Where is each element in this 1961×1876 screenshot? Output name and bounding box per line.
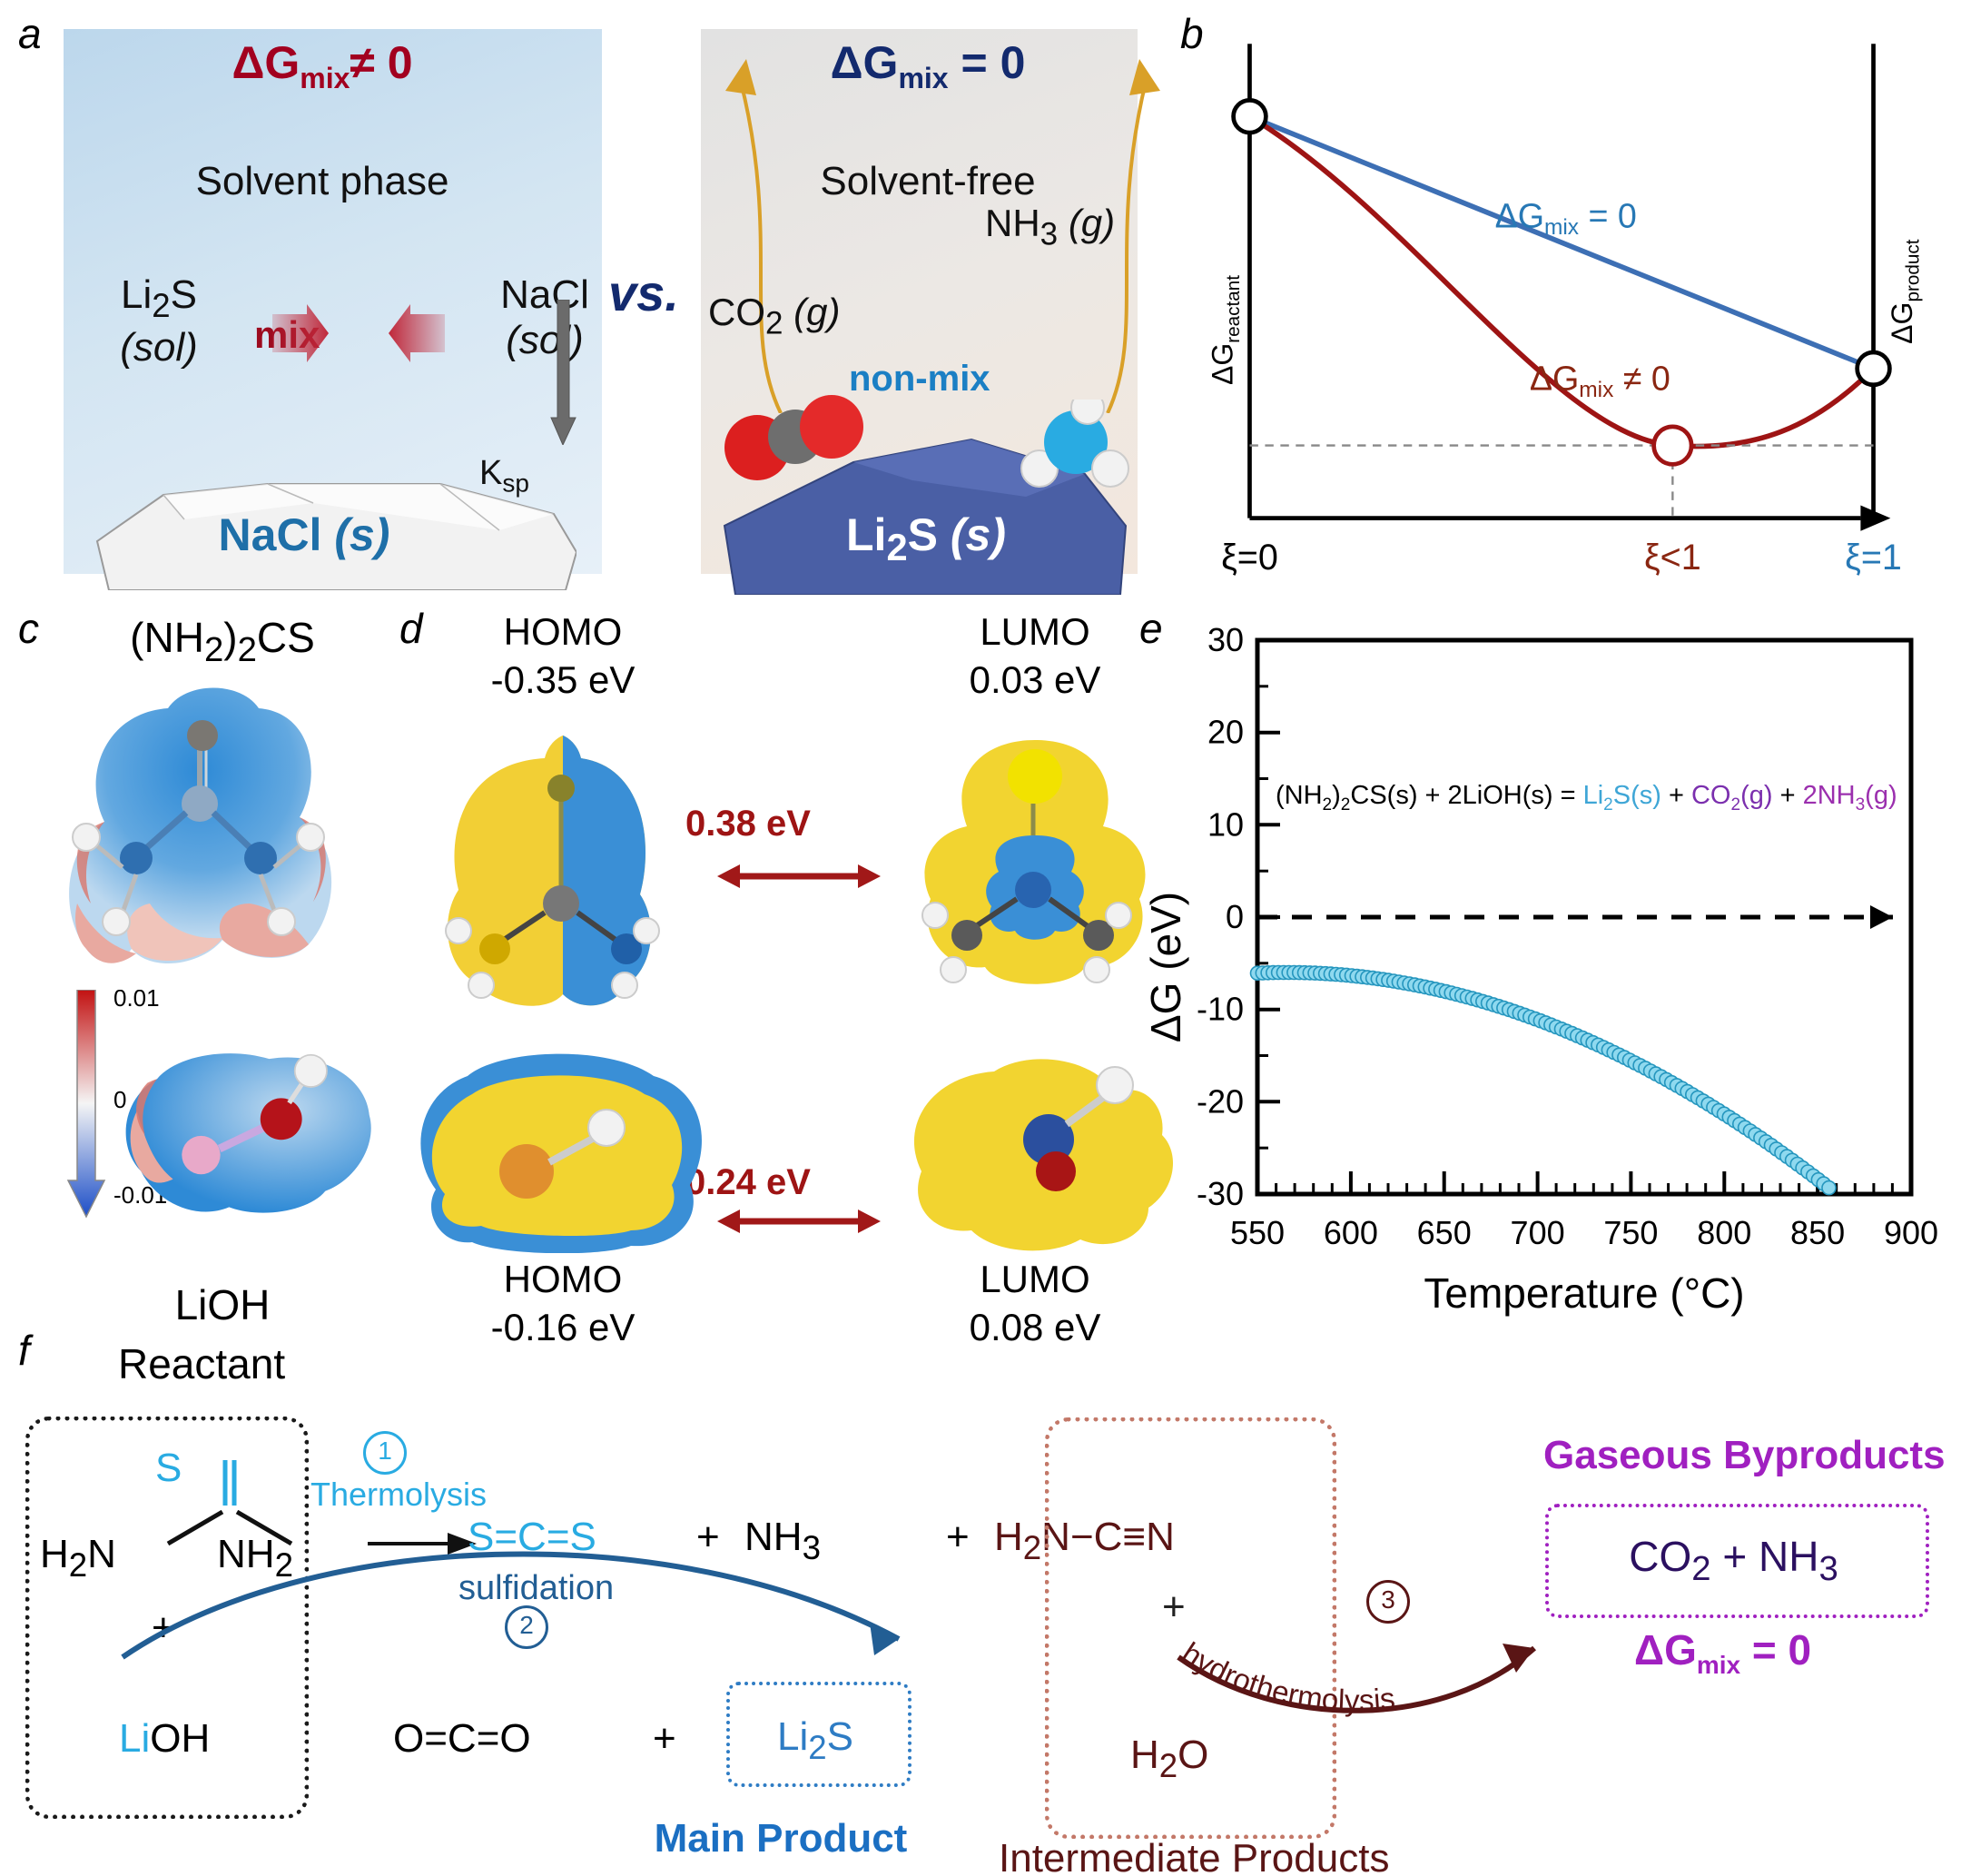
svg-text:10: 10 <box>1207 805 1244 843</box>
svg-text:850: 850 <box>1790 1214 1845 1251</box>
svg-text:-20: -20 <box>1197 1082 1244 1120</box>
svg-text:700: 700 <box>1511 1214 1565 1251</box>
svg-text:ξ<1: ξ<1 <box>1644 538 1701 578</box>
svg-text:20: 20 <box>1207 714 1244 751</box>
svg-text:0: 0 <box>1226 898 1244 935</box>
svg-text:30: 30 <box>1207 621 1244 658</box>
svg-text:(NH2)2CS(s) + 2LiOH(s) = Li2S(: (NH2)2CS(s) + 2LiOH(s) = Li2S(s) + CO2(g… <box>1276 781 1897 815</box>
svg-text:550: 550 <box>1230 1214 1285 1251</box>
svg-text:650: 650 <box>1417 1214 1472 1251</box>
svg-text:-10: -10 <box>1197 991 1244 1028</box>
svg-text:Temperature (°C): Temperature (°C) <box>1424 1269 1744 1317</box>
svg-text:ΔG (eV): ΔG (eV) <box>1142 892 1189 1042</box>
svg-text:0.01: 0.01 <box>113 990 160 1012</box>
svg-text:ξ=0: ξ=0 <box>1221 538 1278 578</box>
svg-text:750: 750 <box>1603 1214 1658 1251</box>
svg-text:ΔGmix = 0: ΔGmix = 0 <box>1495 197 1637 241</box>
svg-text:ξ=1: ξ=1 <box>1845 538 1902 578</box>
svg-text:ΔGreactant: ΔGreactant <box>1207 275 1245 385</box>
svg-text:800: 800 <box>1697 1214 1751 1251</box>
svg-text:ΔGproduct: ΔGproduct <box>1886 239 1924 344</box>
svg-text:-30: -30 <box>1197 1175 1244 1212</box>
svg-text:ΔGmix ≠ 0: ΔGmix ≠ 0 <box>1530 359 1670 402</box>
svg-text:600: 600 <box>1324 1214 1378 1251</box>
svg-text:hydrothermolysis: hydrothermolysis <box>1177 1635 1397 1717</box>
svg-text:900: 900 <box>1884 1214 1938 1251</box>
